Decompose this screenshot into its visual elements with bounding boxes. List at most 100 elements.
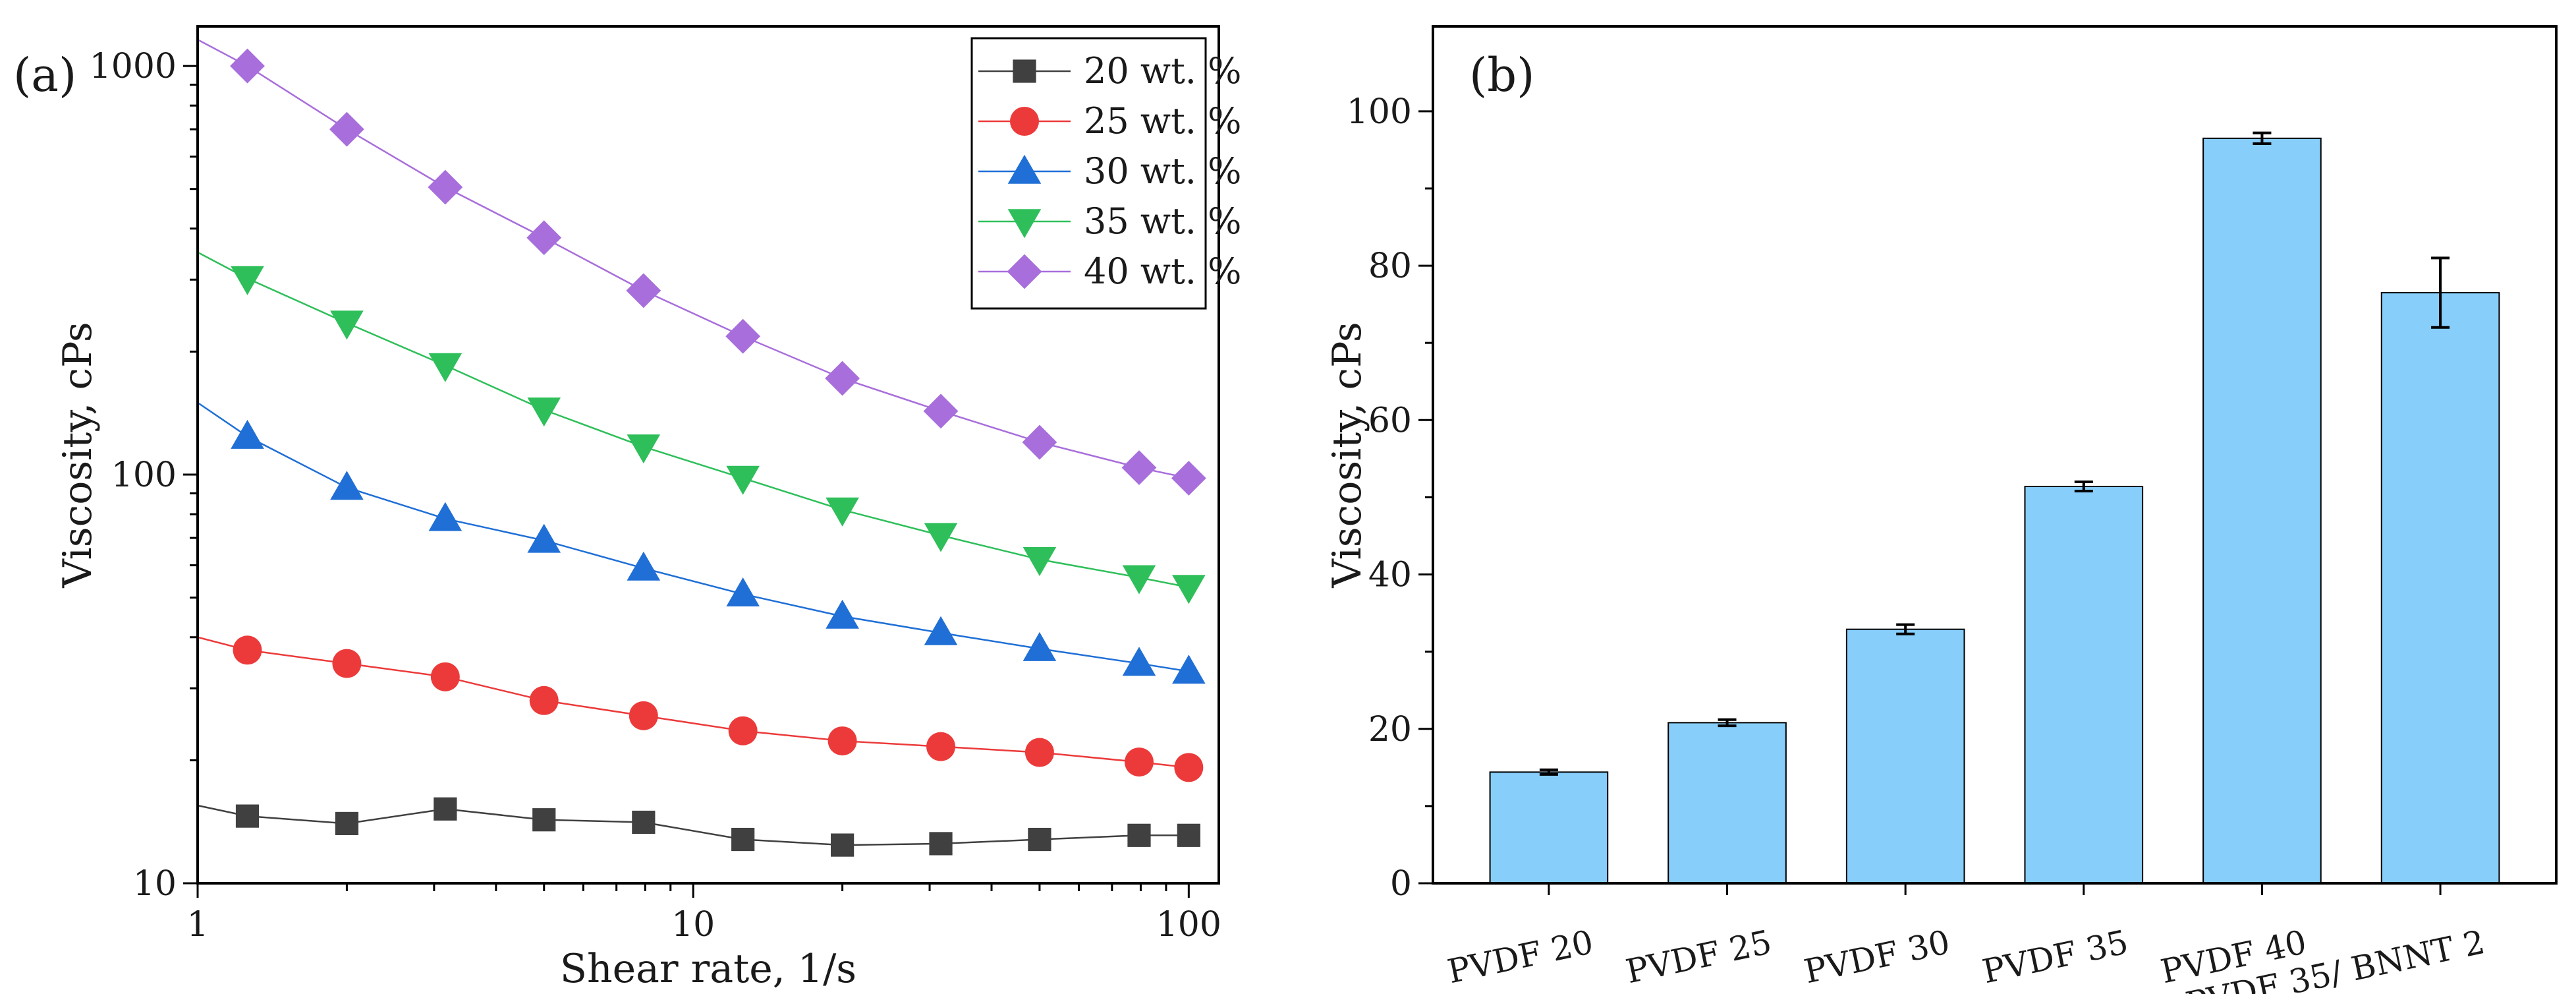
chart-a-frame [196, 25, 1220, 885]
x-tick-label: PVDF 25 [1623, 923, 1775, 991]
chart-a-legend: 20 wt. % 25 wt. % 30 wt. % 35 wt. % 40 wt. % [970, 37, 1241, 310]
x-tick-label: 1 [186, 905, 208, 945]
data-point [532, 808, 556, 832]
y-tick-label: 100 [111, 455, 177, 495]
data-point [924, 523, 958, 552]
bar [1667, 722, 1787, 884]
y-tick-label: 80 [1368, 247, 1412, 286]
data-point [626, 273, 661, 308]
data-point [233, 635, 262, 665]
bar [1489, 771, 1609, 884]
data-point [627, 434, 661, 464]
series-line-4 [197, 251, 1189, 589]
y-tick-label: 100 [1347, 92, 1412, 132]
data-point [1007, 154, 1042, 184]
y-tick-label: 20 [1368, 710, 1412, 749]
data-point [1028, 827, 1051, 852]
series-line-1 [197, 804, 1189, 846]
chart-a-xlabel: Shear rate, 1/s [560, 946, 856, 992]
data-point [434, 797, 457, 821]
x-tick-label: 10 [671, 905, 715, 945]
data-point [1177, 823, 1200, 847]
data-point [1124, 747, 1154, 777]
data-point [1022, 631, 1057, 661]
data-point [826, 497, 859, 527]
data-point [231, 419, 264, 449]
x-tick-label: PVDF 35 [1979, 923, 2131, 991]
data-point [627, 551, 661, 581]
chart-a-markers [230, 48, 1206, 857]
data-point [529, 686, 559, 715]
data-point [726, 465, 760, 495]
data-point [629, 701, 658, 730]
x-tick-label: PVDF 20 [1444, 923, 1596, 991]
data-point [335, 811, 359, 836]
data-point [825, 361, 860, 396]
data-point [827, 726, 857, 756]
data-point [1007, 254, 1042, 289]
data-point [527, 397, 561, 427]
data-point [924, 616, 958, 645]
bar [2380, 292, 2500, 884]
data-point [330, 471, 364, 500]
chart-b-ylabel: Viscosity, cPs [1324, 322, 1370, 588]
data-point [826, 599, 859, 629]
data-point [332, 649, 362, 678]
legend-label: 25 wt. % [1084, 100, 1241, 142]
data-point [726, 577, 760, 607]
data-point [1122, 565, 1156, 595]
data-point [1013, 59, 1036, 83]
data-point [231, 266, 264, 295]
y-tick-label: 1000 [90, 47, 177, 86]
data-point [1022, 547, 1057, 577]
data-point [1171, 461, 1206, 496]
data-point [1024, 738, 1054, 767]
bar [2024, 486, 2144, 884]
legend-label: 40 wt. % [1084, 250, 1241, 292]
data-point [725, 318, 761, 354]
data-point [430, 662, 460, 691]
data-point [329, 111, 364, 147]
series-line-2 [197, 636, 1189, 769]
series-line-5 [197, 39, 1189, 479]
data-point [1007, 209, 1042, 239]
data-point [330, 310, 364, 340]
data-point [1122, 647, 1156, 676]
data-point [230, 48, 265, 84]
y-tick-label: 0 [1390, 864, 1412, 904]
data-point [527, 523, 561, 553]
data-point [632, 810, 656, 834]
data-point [526, 220, 562, 255]
data-point [1127, 823, 1151, 847]
chart-b-bars [1489, 131, 2500, 884]
data-point [1010, 107, 1039, 136]
y-tick-label: 10 [133, 864, 177, 904]
data-point [728, 716, 758, 746]
data-point [1172, 575, 1206, 604]
legend-label: 35 wt. % [1084, 200, 1241, 242]
chart-a-lines [197, 39, 1189, 846]
legend-label: 30 wt. % [1084, 150, 1241, 192]
data-point [1022, 424, 1057, 460]
legend-label: 20 wt. % [1084, 50, 1241, 92]
data-point [428, 502, 462, 531]
data-point [830, 833, 854, 857]
y-tick-label: 40 [1368, 556, 1412, 595]
chart-a-ylabel: Viscosity, cPs [55, 322, 101, 588]
panel-a-label: (a) [13, 48, 76, 102]
data-point [929, 832, 953, 856]
legend-box [970, 37, 1207, 310]
bar [2202, 137, 2322, 884]
data-point [235, 804, 260, 828]
chart-b: (b) PVDF 20 PVDF 25 PVDF 30 PVDF 35 PVDF 40P… [1324, 25, 2558, 994]
x-tick-label: PVDF 30 [1801, 923, 1953, 991]
data-point [428, 169, 463, 205]
data-point [1121, 450, 1157, 485]
data-point [923, 394, 959, 429]
y-tick-label: 60 [1368, 401, 1412, 440]
bar [1845, 628, 1965, 884]
x-tick-label: 100 [1156, 905, 1221, 945]
